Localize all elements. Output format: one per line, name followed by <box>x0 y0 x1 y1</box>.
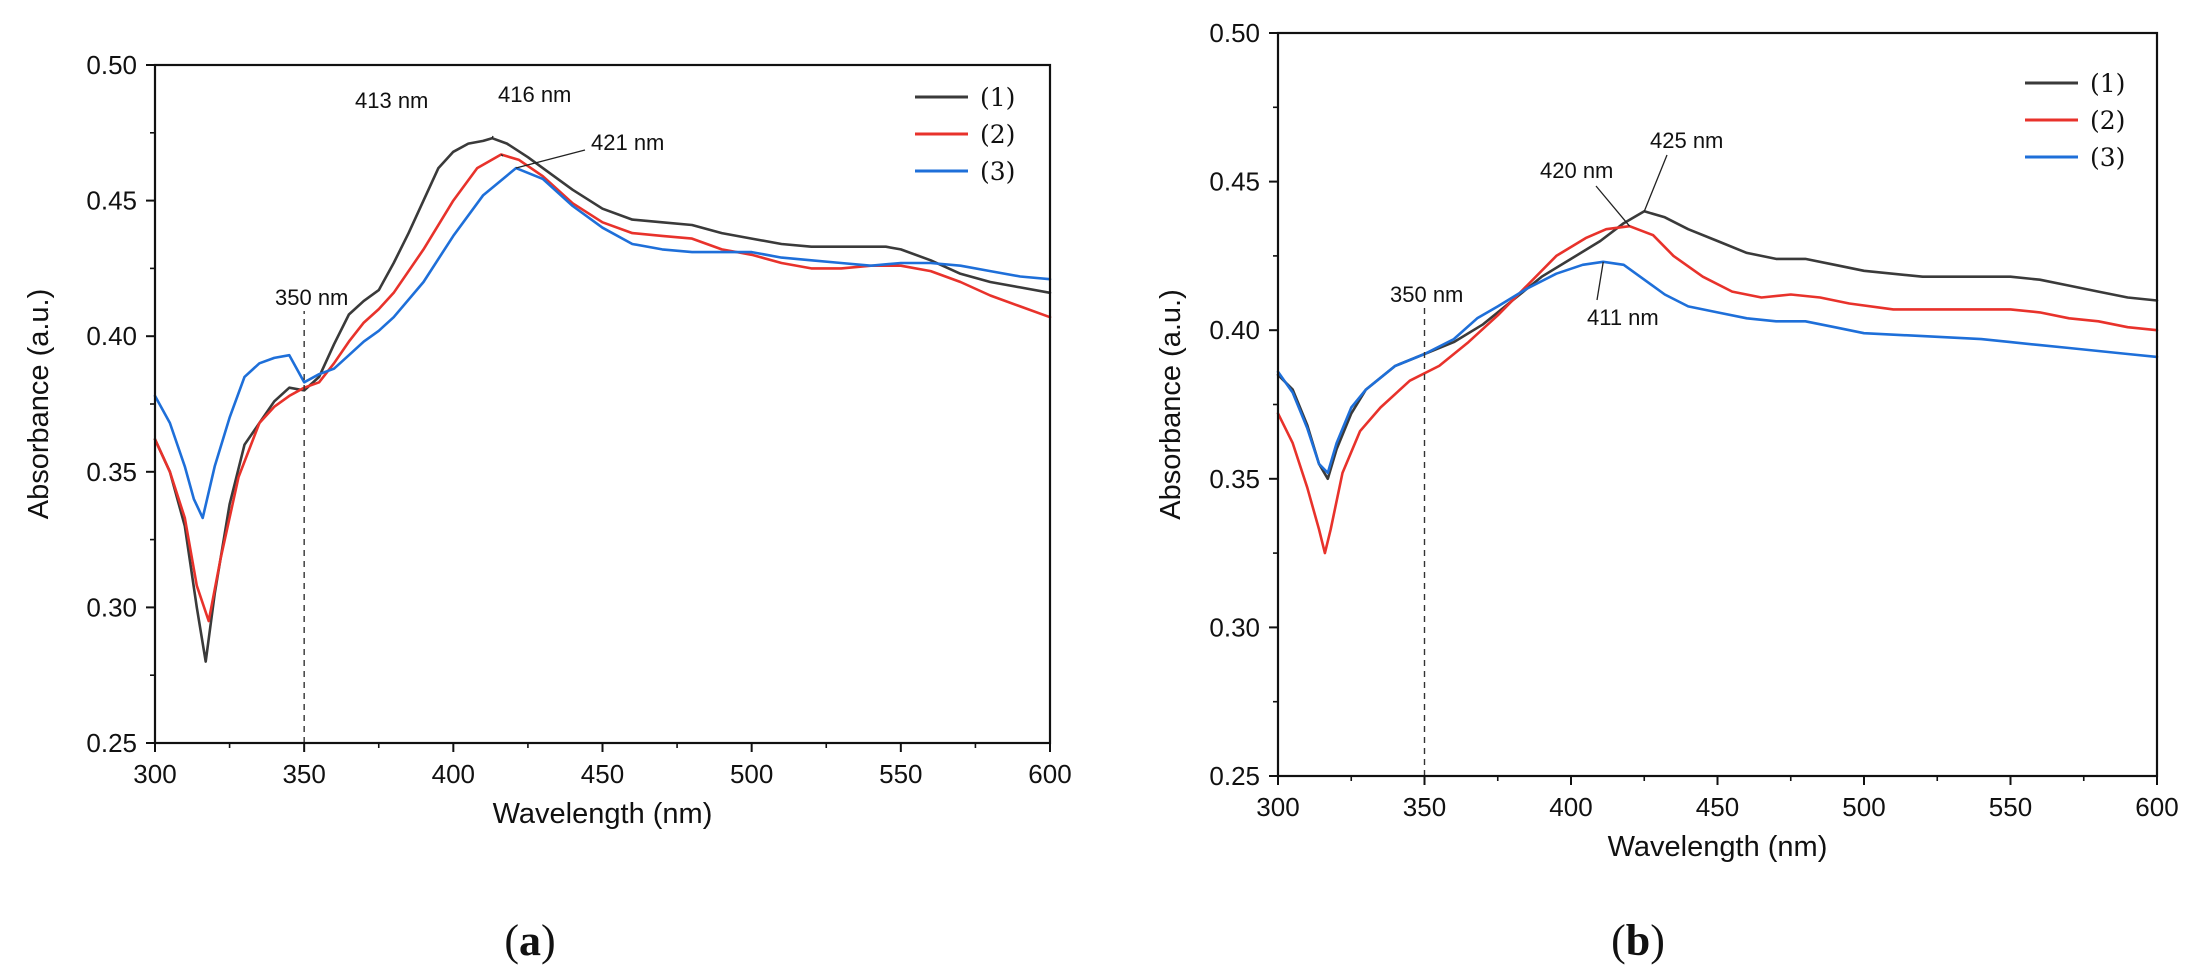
annotation-label-b-2: 425 nm <box>1650 128 1723 153</box>
y-axis-title-a: Absorbance (a.u.) <box>23 289 55 520</box>
y-tick-label-a: 0.50 <box>86 50 137 80</box>
y-tick-label-b: 0.45 <box>1209 167 1260 197</box>
annotation-label-a-3: 421 nm <box>591 130 664 155</box>
x-tick-label-b: 500 <box>1842 792 1885 822</box>
legend-label-a-1: (1) <box>980 83 1015 112</box>
x-tick-label-b: 600 <box>2135 792 2178 822</box>
annotation-label-a-2: 416 nm <box>498 82 571 107</box>
x-tick-label-b: 350 <box>1403 792 1446 822</box>
series-line-a-2 <box>153 153 1052 623</box>
x-tick-label-a: 500 <box>730 759 773 789</box>
y-tick-label-a: 0.30 <box>86 592 137 622</box>
x-tick-label-b: 450 <box>1696 792 1739 822</box>
y-tick-label-a: 0.45 <box>86 186 137 216</box>
annotation-leader-b-3 <box>1596 261 1604 301</box>
y-tick-label-a: 0.25 <box>86 728 137 758</box>
annotation-label-b-3: 411 nm <box>1587 305 1659 330</box>
y-tick-label-b: 0.50 <box>1209 18 1260 48</box>
legend-label-b-1: (1) <box>2090 69 2125 98</box>
chart-panel-b: 350 nm 300 350 400 450 500 550 600 0.25 0.30 0.35 0… <box>1155 18 2179 965</box>
x-tick-label-a: 350 <box>282 759 325 789</box>
series-line-b-1 <box>1276 210 2159 481</box>
annotation-leader-a-3 <box>515 149 586 169</box>
annotation-leader-a-2 <box>500 153 504 157</box>
y-tick-label-a: 0.35 <box>86 457 137 487</box>
series-line-b-2 <box>1276 224 2159 555</box>
y-axis-title-b: Absorbance (a.u.) <box>1155 289 1187 520</box>
annotation-leader-b-1 <box>1595 185 1631 227</box>
x-tick-label-b: 400 <box>1549 792 1592 822</box>
series-line-a-3 <box>153 166 1052 520</box>
reference-label-b: 350 nm <box>1390 282 1463 307</box>
legend-label-b-3: (3) <box>2090 143 2125 172</box>
y-tick-label-b: 0.40 <box>1209 315 1260 345</box>
series-line-a-1 <box>153 136 1052 663</box>
annotation-leader-b-2 <box>1643 154 1668 212</box>
x-tick-label-a: 550 <box>879 759 922 789</box>
annotation-leader-a-1 <box>491 135 494 139</box>
legend-label-a-3: (3) <box>980 157 1015 186</box>
x-tick-label-b: 300 <box>1256 792 1299 822</box>
x-tick-label-a: 300 <box>133 759 176 789</box>
panel-letter-b: (b) <box>1611 916 1665 965</box>
legend-label-a-2: (2) <box>980 120 1015 149</box>
x-tick-label-a: 450 <box>581 759 624 789</box>
x-tick-label-b: 550 <box>1989 792 2032 822</box>
annotation-label-a-1: 413 nm <box>355 88 428 113</box>
reference-label-a: 350 nm <box>275 285 348 310</box>
x-axis-title-a: Wavelength (nm) <box>493 798 713 830</box>
plot-frame-a <box>153 63 1052 745</box>
y-tick-label-a: 0.40 <box>86 321 137 351</box>
chart-panel-a: 350 nm 300 350 400 450 500 550 600 0.25 0.30 0.35 0… <box>23 50 1072 965</box>
series-line-b-3 <box>1276 260 2159 475</box>
annotation-label-b-1: 420 nm <box>1540 158 1613 183</box>
y-tick-label-b: 0.30 <box>1209 612 1260 642</box>
x-tick-label-a: 600 <box>1028 759 1071 789</box>
legend-label-b-2: (2) <box>2090 106 2125 135</box>
x-axis-title-b: Wavelength (nm) <box>1608 831 1828 863</box>
y-tick-label-b: 0.25 <box>1209 761 1260 791</box>
y-tick-label-b: 0.35 <box>1209 464 1260 494</box>
panel-letter-a: (a) <box>504 916 555 965</box>
x-tick-label-a: 400 <box>432 759 475 789</box>
